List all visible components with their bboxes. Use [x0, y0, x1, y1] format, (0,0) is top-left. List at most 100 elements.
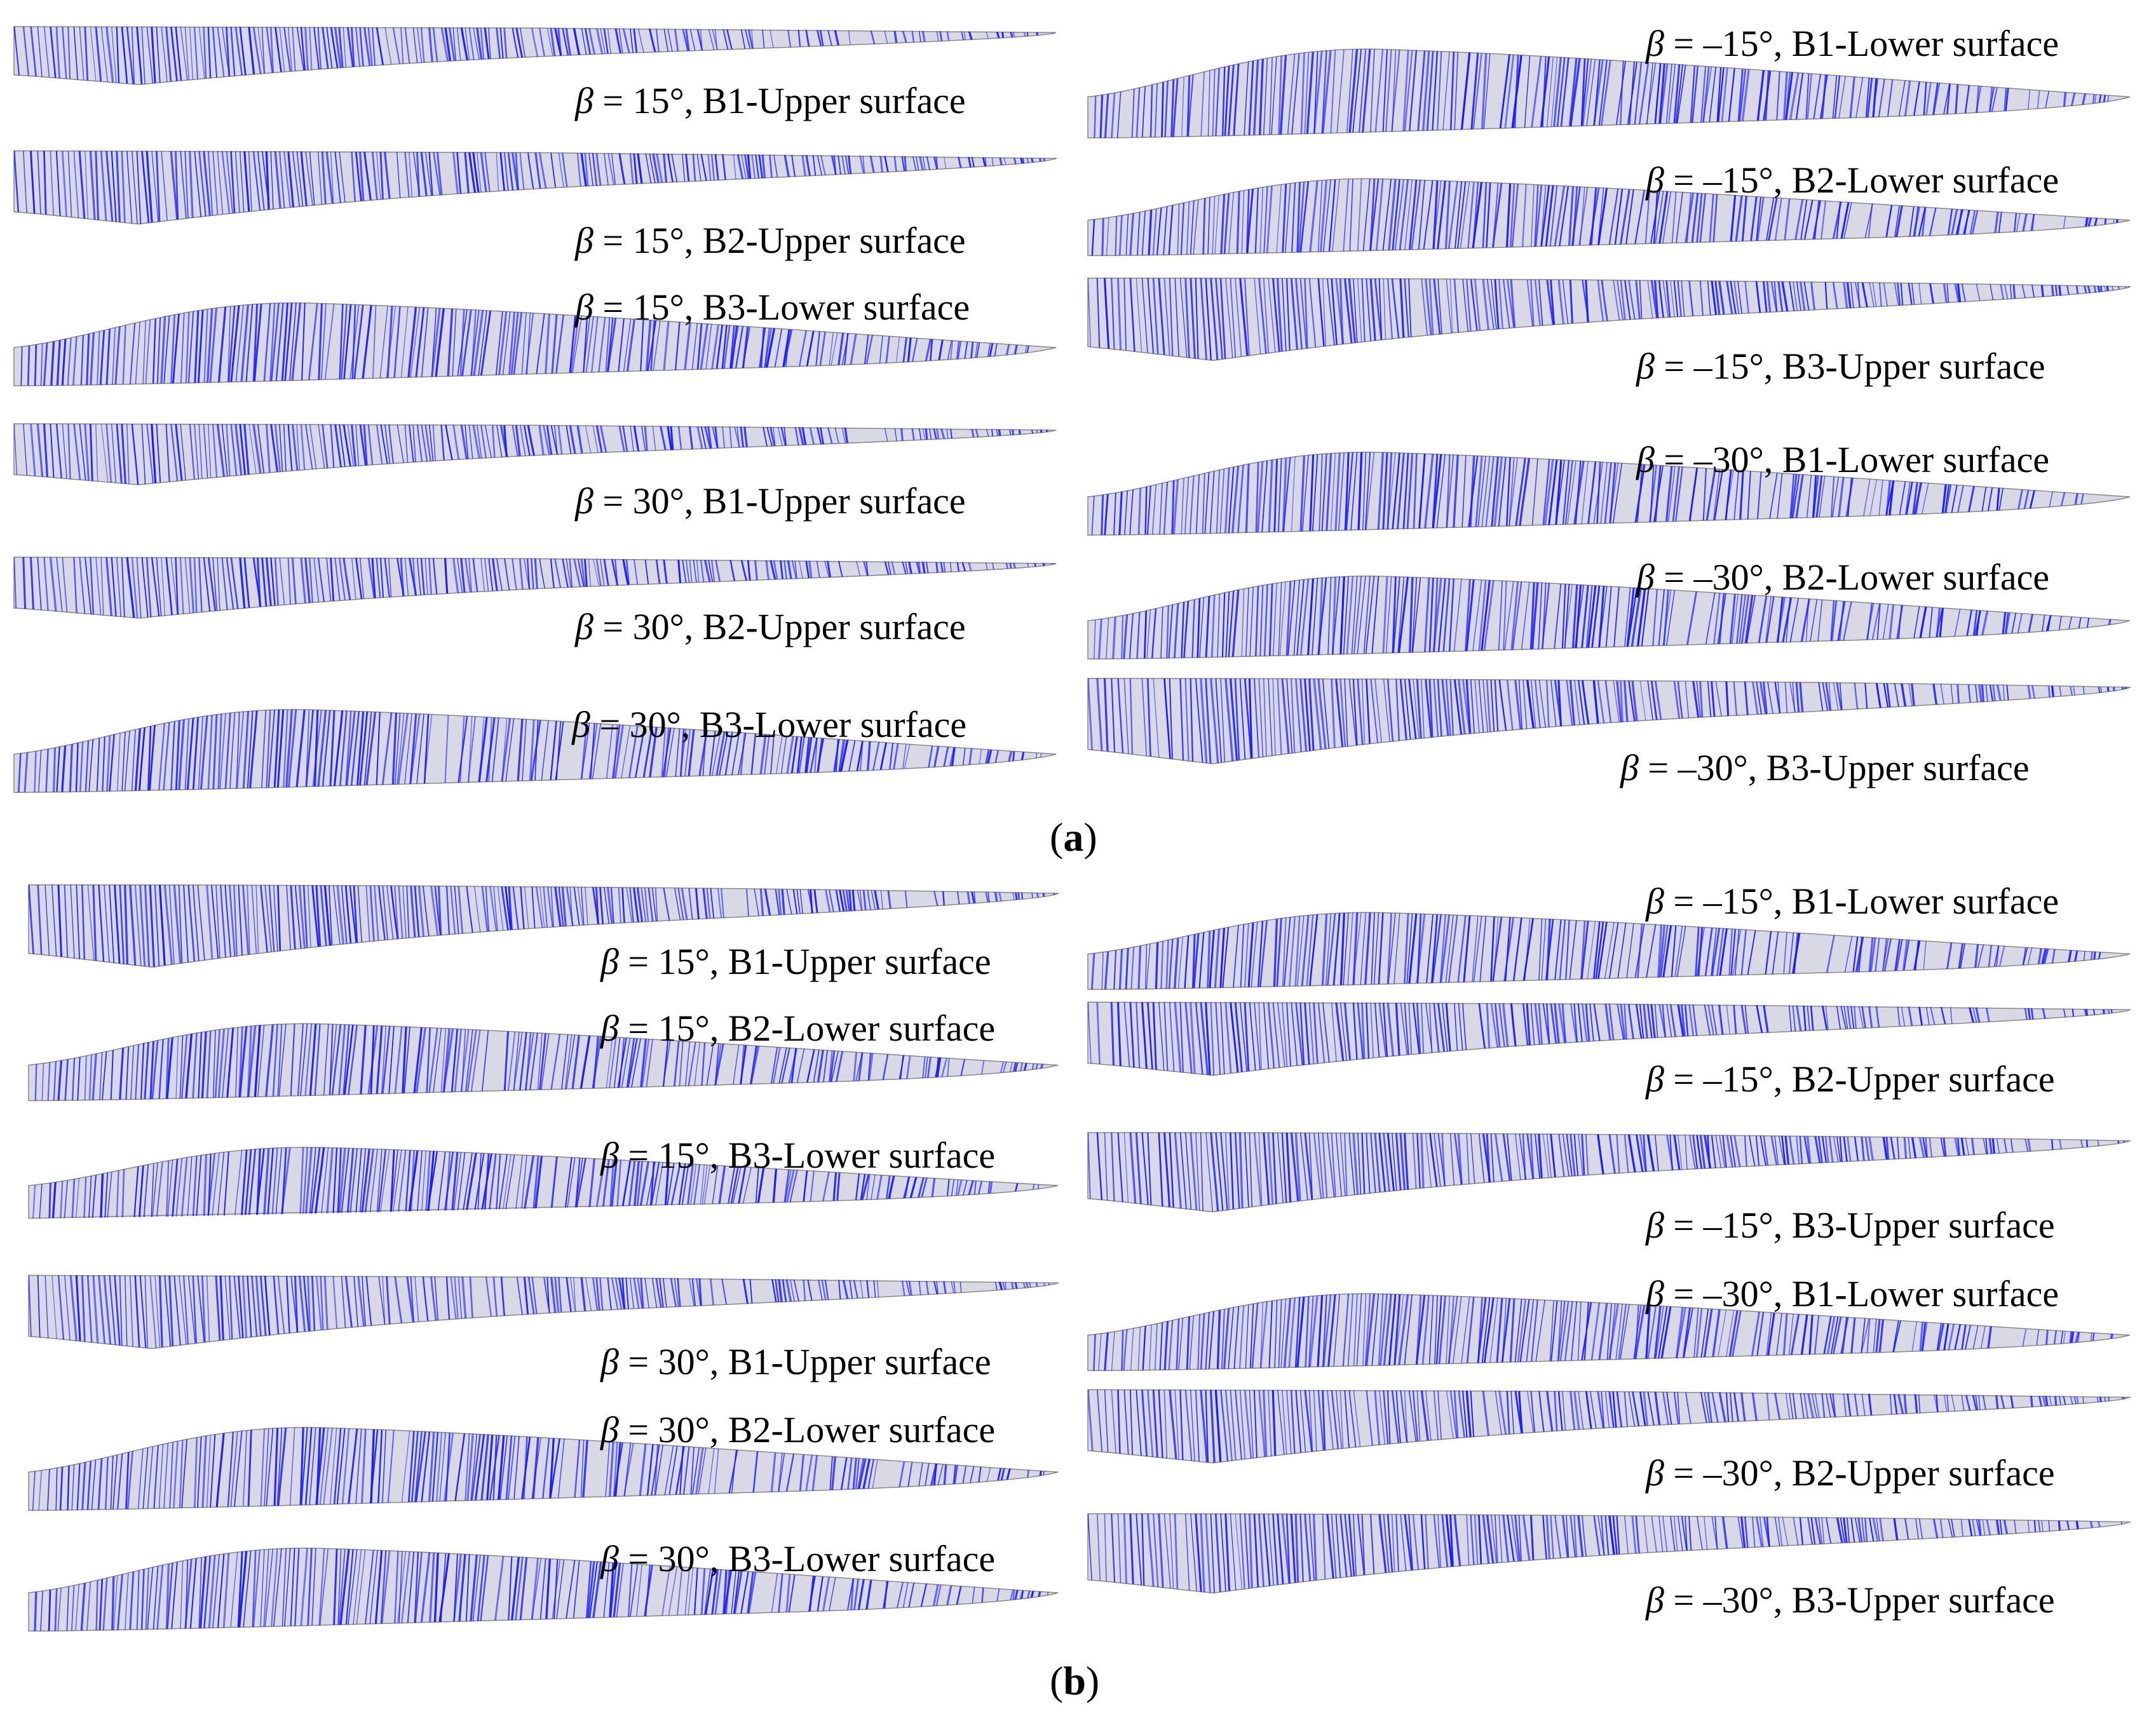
blade-panel-label-b-3: β = 15°, B3-Lower surface [600, 1137, 995, 1174]
panel-caption-text: = –15°, B3-Upper surface [1654, 346, 2045, 387]
blade-panel-b-9 [1087, 1131, 2132, 1213]
panel-caption-text: = –30°, B2-Upper surface [1664, 1452, 2055, 1494]
blade-surface [28, 1274, 1060, 1349]
blade-panel-label-b-12: β = –30°, B3-Upper surface [1646, 1582, 2055, 1619]
beta-symbol: β [1646, 881, 1664, 922]
blade-panel-label-a-12: β = –30°, B3-Upper surface [1620, 750, 2030, 787]
panel-caption-text: = –15°, B3-Upper surface [1664, 1205, 2055, 1246]
blade-panel-a-12 [1087, 677, 2132, 766]
blade-surface [1087, 277, 2132, 361]
subfigure-b-label: (b) [1050, 1658, 1100, 1703]
blade-surface [1087, 1132, 2132, 1213]
beta-symbol: β [572, 704, 590, 745]
panel-caption-text: = –15°, B2-Lower surface [1664, 159, 2059, 201]
blade-panel-a-9 [1087, 276, 2132, 362]
blade-panel-label-b-10: β = –30°, B1-Lower surface [1646, 1276, 2059, 1313]
blade-panel-b-1 [28, 883, 1060, 969]
beta-symbol: β [575, 480, 593, 522]
blade-surface [13, 150, 1058, 225]
blade-panel-a-10 [1087, 448, 2131, 537]
beta-symbol: β [575, 287, 593, 328]
blade-panel-label-a-4: β = 30°, B1-Upper surface [575, 483, 966, 520]
beta-symbol: β [600, 1135, 619, 1176]
blade-panel-label-a-6: β = 30°, B3-Lower surface [572, 706, 966, 743]
blade-surface [28, 1147, 1059, 1219]
blade-streamline-render-a-2 [13, 150, 1058, 225]
blade-panel-b-4 [28, 1274, 1060, 1350]
blade-panel-label-b-7: β = –15°, B1-Lower surface [1646, 883, 2059, 920]
blade-panel-label-a-10: β = –30°, B1-Lower surface [1636, 442, 2049, 478]
blade-panel-label-a-2: β = 15°, B2-Upper surface [575, 222, 966, 259]
blade-panel-label-b-5: β = 30°, B2-Lower surface [600, 1412, 995, 1449]
beta-symbol: β [1646, 1205, 1664, 1246]
panel-caption-text: = 15°, B2-Upper surface [593, 220, 966, 261]
panel-caption-text: = 30°, B2-Upper surface [593, 606, 966, 647]
blade-streamline-render-b-3 [28, 1147, 1059, 1219]
blade-streamline-render-a-5 [13, 557, 1057, 619]
panel-caption-text: = –30°, B1-Lower surface [1664, 1273, 2059, 1314]
beta-symbol: β [1636, 439, 1655, 480]
panel-caption-text: = 15°, B1-Upper surface [593, 80, 966, 121]
beta-symbol: β [600, 941, 619, 982]
panel-caption-text: = 15°, B1-Upper surface [618, 941, 991, 982]
panel-caption-text: = 30°, B3-Lower surface [590, 704, 967, 745]
beta-symbol: β [1646, 159, 1664, 201]
blade-streamline-render-b-7 [1087, 912, 2131, 990]
blade-panel-a-4 [13, 422, 1057, 486]
beta-symbol: β [575, 80, 593, 121]
blade-panel-b-6 [28, 1544, 1059, 1633]
panel-caption-text: = –30°, B3-Upper surface [1664, 1579, 2055, 1621]
blade-streamline-render-b-1 [28, 884, 1060, 968]
blade-panel-label-a-5: β = 30°, B2-Upper surface [575, 609, 966, 645]
blade-streamline-render-b-12 [1087, 1513, 2132, 1594]
panel-caption-text: = 30°, B1-Upper surface [618, 1341, 991, 1382]
blade-streamline-render-b-5 [28, 1427, 1059, 1511]
blade-panel-label-a-7: β = –15°, B1-Lower surface [1646, 25, 2059, 62]
blade-streamline-render-a-12 [1087, 678, 2132, 764]
blade-streamline-render-a-6 [13, 709, 1057, 793]
blade-panel-b-7 [1087, 909, 2131, 991]
panel-caption-text: = 15°, B2-Lower surface [618, 1008, 996, 1049]
blade-surface [13, 302, 1057, 386]
blade-panel-label-a-11: β = –30°, B2-Lower surface [1636, 559, 2049, 596]
blade-streamline-render-b-4 [28, 1274, 1060, 1349]
blade-panel-label-b-1: β = 15°, B1-Upper surface [600, 943, 991, 980]
blade-panel-a-3 [13, 299, 1057, 388]
blade-streamline-render-a-3 [13, 302, 1057, 386]
blade-panel-a-5 [13, 556, 1057, 619]
blade-panel-a-11 [1087, 572, 2131, 661]
blade-surface [1087, 912, 2131, 990]
beta-symbol: β [1620, 747, 1639, 788]
beta-symbol: β [575, 606, 593, 647]
panel-caption-text: = 15°, B3-Lower surface [593, 287, 970, 328]
beta-symbol: β [600, 1538, 619, 1579]
panel-caption-text: = 15°, B3-Lower surface [618, 1135, 996, 1176]
panel-caption-text: = –15°, B1-Lower surface [1664, 881, 2059, 922]
blade-panel-b-3 [28, 1144, 1059, 1220]
blade-panel-label-b-4: β = 30°, B1-Upper surface [600, 1344, 991, 1381]
blade-panel-a-2 [13, 149, 1058, 226]
blade-streamline-render-a-4 [13, 423, 1057, 485]
blade-panel-b-2 [28, 1020, 1059, 1102]
beta-symbol: β [1646, 1058, 1664, 1100]
beta-symbol: β [600, 1008, 619, 1049]
blade-panel-b-10 [1087, 1290, 2131, 1372]
blade-streamline-render-a-10 [1087, 452, 2131, 536]
blade-panel-b-12 [1087, 1512, 2132, 1595]
beta-symbol: β [575, 220, 593, 261]
blade-streamline-render-b-2 [28, 1023, 1059, 1102]
panel-caption-text: = 30°, B3-Lower surface [618, 1538, 996, 1579]
blade-streamline-render-b-11 [1087, 1389, 2132, 1464]
panel-caption-text: = –15°, B1-Lower surface [1664, 23, 2059, 64]
blade-panel-b-11 [1087, 1388, 2132, 1464]
panel-caption-text: = –30°, B3-Upper surface [1638, 747, 2030, 788]
blade-streamline-render-a-7 [1087, 48, 2131, 138]
blade-streamline-render-a-8 [1087, 178, 2131, 257]
blade-streamline-render-a-1 [13, 26, 1057, 85]
blade-surface [1087, 678, 2132, 764]
panel-caption-text: = 30°, B2-Lower surface [618, 1409, 996, 1450]
panel-caption-text: = –15°, B2-Upper surface [1664, 1058, 2055, 1100]
blade-surface [13, 423, 1057, 485]
blade-panel-label-b-8: β = –15°, B2-Upper surface [1646, 1061, 2055, 1098]
